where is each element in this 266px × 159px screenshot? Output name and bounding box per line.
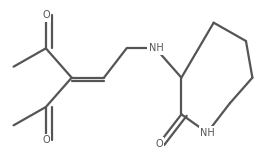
Text: NH: NH (149, 43, 164, 53)
Text: O: O (155, 139, 163, 149)
Text: NH: NH (200, 128, 215, 138)
Text: O: O (42, 135, 50, 145)
Text: O: O (42, 10, 50, 20)
